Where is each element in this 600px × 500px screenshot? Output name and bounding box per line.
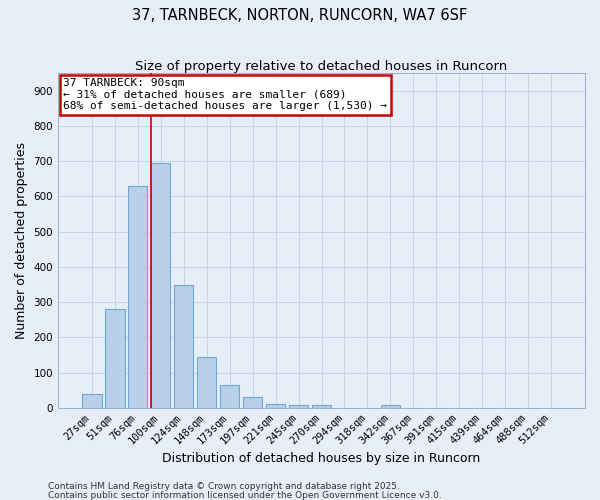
Bar [197, 357, 217, 408]
Bar [243, 398, 262, 408]
Bar [380, 405, 400, 408]
Bar [289, 405, 308, 408]
Text: 37 TARNBECK: 90sqm
← 31% of detached houses are smaller (689)
68% of semi-detach: 37 TARNBECK: 90sqm ← 31% of detached hou… [64, 78, 388, 111]
Text: Contains HM Land Registry data © Crown copyright and database right 2025.: Contains HM Land Registry data © Crown c… [48, 482, 400, 491]
X-axis label: Distribution of detached houses by size in Runcorn: Distribution of detached houses by size … [163, 452, 481, 465]
Y-axis label: Number of detached properties: Number of detached properties [15, 142, 28, 339]
Text: 37, TARNBECK, NORTON, RUNCORN, WA7 6SF: 37, TARNBECK, NORTON, RUNCORN, WA7 6SF [133, 8, 467, 22]
Bar [128, 186, 148, 408]
Bar [312, 405, 331, 408]
Text: Contains public sector information licensed under the Open Government Licence v3: Contains public sector information licen… [48, 490, 442, 500]
Bar [151, 163, 170, 408]
Bar [174, 284, 193, 408]
Bar [105, 310, 125, 408]
Title: Size of property relative to detached houses in Runcorn: Size of property relative to detached ho… [136, 60, 508, 73]
Bar [220, 385, 239, 408]
Bar [266, 404, 286, 408]
Bar [82, 394, 101, 408]
